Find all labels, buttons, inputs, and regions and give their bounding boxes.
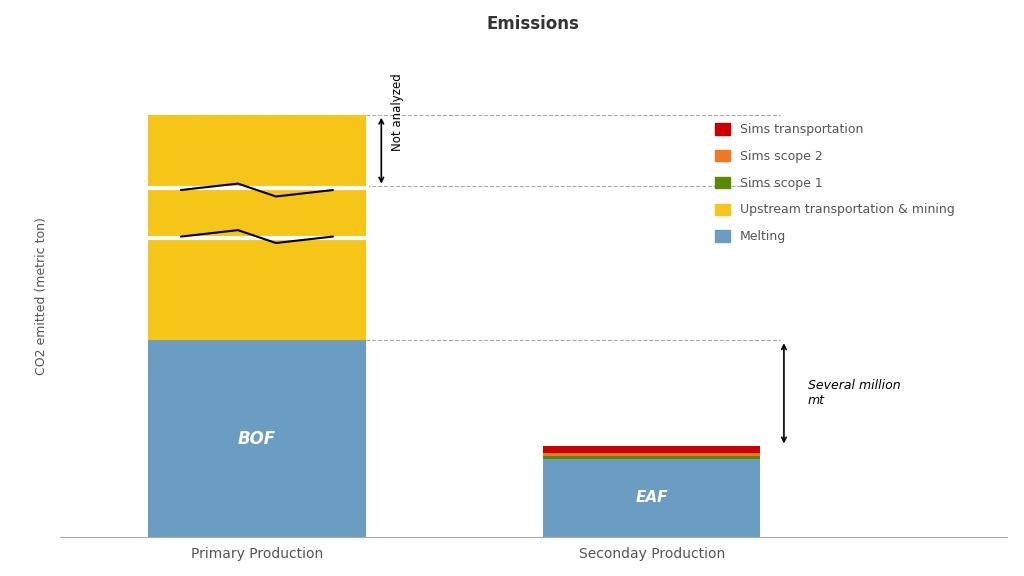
Bar [543,458,760,537]
Bar [543,446,760,453]
Text: EAF: EAF [636,490,668,505]
Y-axis label: CO2 emitted (metric ton): CO2 emitted (metric ton) [36,217,48,374]
Bar [148,187,366,240]
Bar [543,456,760,458]
Text: Several million
mt: Several million mt [808,380,900,407]
Bar [148,340,366,537]
Legend: Sims transportation, Sims scope 2, Sims scope 1, Upstream transportation & minin: Sims transportation, Sims scope 2, Sims … [710,118,959,248]
Bar [148,115,366,187]
Text: Not analyzed: Not analyzed [390,73,403,151]
Text: BOF: BOF [238,430,276,448]
Bar [148,240,366,340]
Title: Emissions: Emissions [486,15,580,33]
Bar [543,453,760,456]
